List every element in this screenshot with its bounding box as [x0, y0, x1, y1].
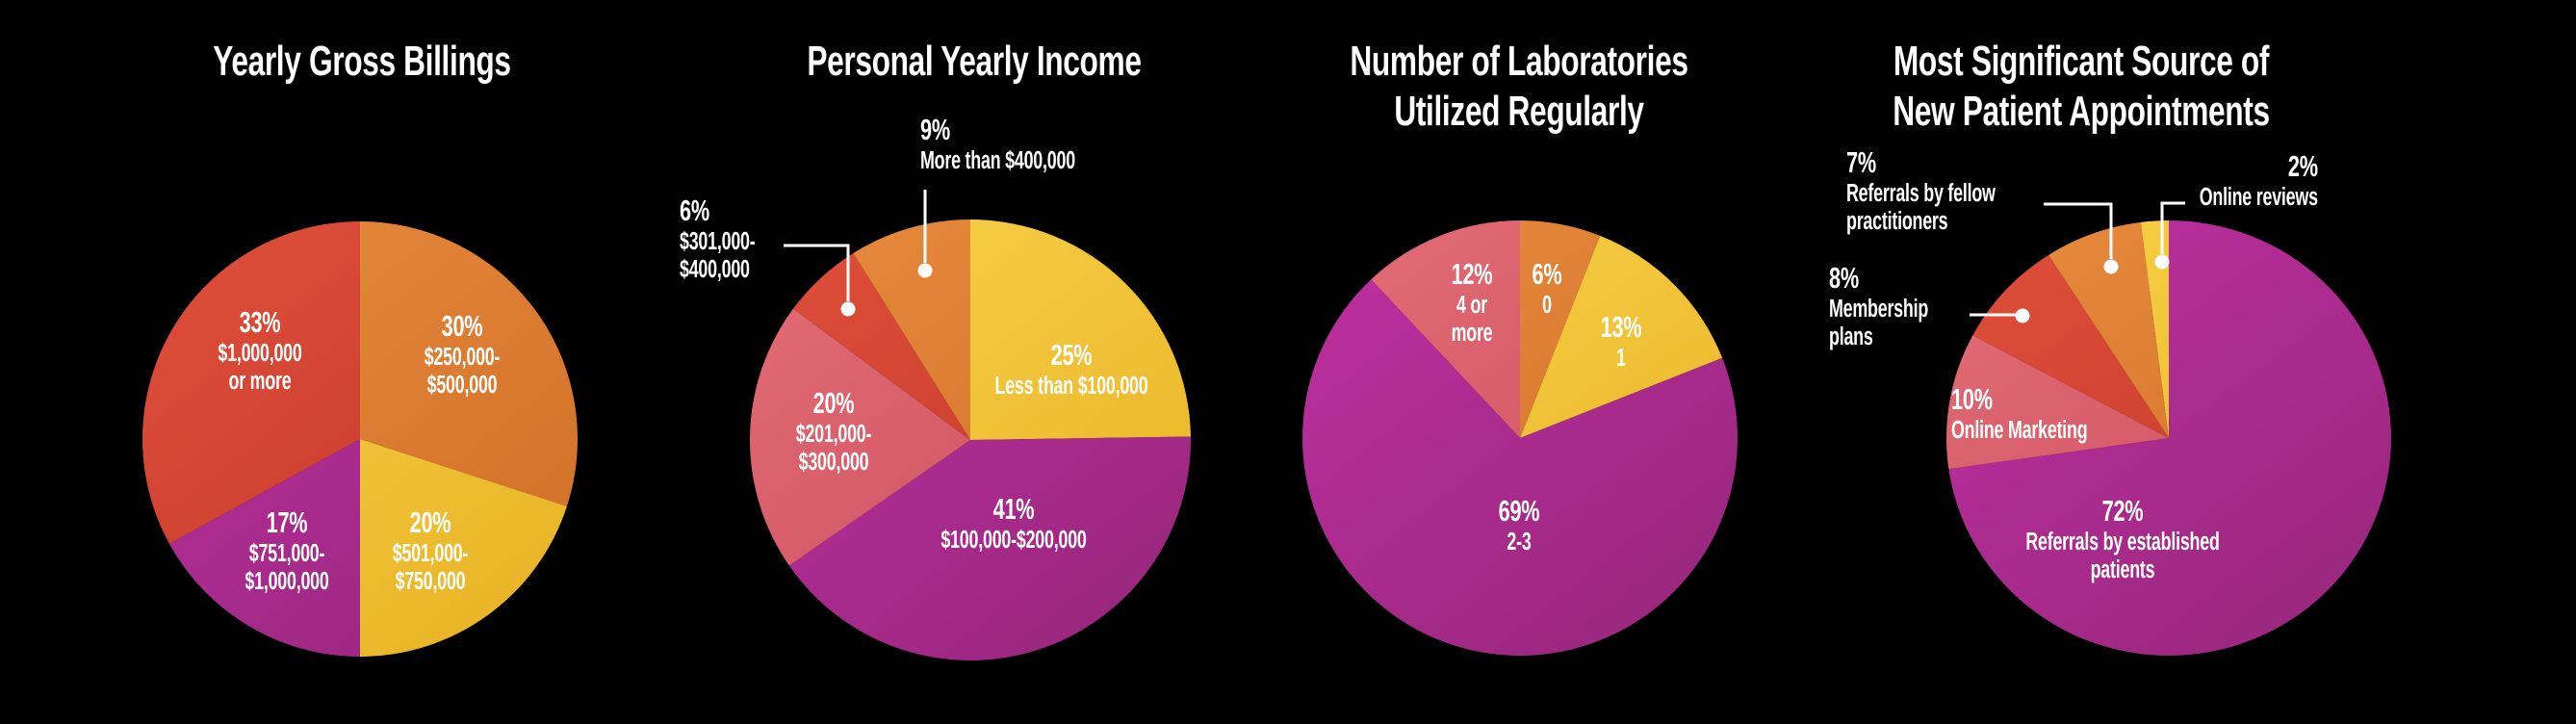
slice-percent: 13%: [1600, 310, 1642, 344]
chart-title-new-patient-sources: Most Significant Source of New Patient A…: [1893, 38, 2270, 135]
slice-label: 2-3: [1507, 529, 1532, 556]
slice-yearly-gross-billings-501-000: [360, 439, 567, 657]
label-new-patient-sources-8%: 8% Membership plans: [1829, 260, 1928, 351]
slice-yearly-gross-billings-1-000-000: [142, 221, 360, 544]
slice-yearly-gross-billings-250-000: [360, 221, 578, 506]
slice-label: Online reviews: [2199, 184, 2318, 211]
slice-percent: 17%: [266, 505, 308, 539]
label-yearly-gross-billings-17%: 17% $751,000- $1,000,000: [166, 504, 408, 596]
slice-percent: 10%: [1951, 382, 1993, 416]
label-new-patient-sources-7%: 7% Referrals by fellow practitioners: [1846, 144, 1996, 236]
slice-label: 0: [1542, 292, 1552, 319]
label-laboratories-utilized-13%: 13% 1: [1500, 309, 1742, 373]
label-personal-yearly-income-25%: 25% Less than $100,000: [950, 337, 1193, 401]
label-new-patient-sources-10%: 10% Online Marketing: [1951, 381, 2088, 445]
slice-personal-yearly-income-201-000: [750, 308, 970, 566]
slice-label: $1,000,000 or more: [218, 340, 302, 395]
slice-percent: 30%: [441, 309, 483, 343]
label-laboratories-utilized-12%: 12% 4 or more: [1351, 256, 1593, 348]
chart-title-personal-yearly-income: Personal Yearly Income: [807, 38, 1142, 85]
slice-label: $100,000-$200,000: [940, 527, 1087, 554]
slice-new-patient-sources-referrals-by-established-patients: [1948, 220, 2391, 656]
label-yearly-gross-billings-33%: 33% $1,000,000 or more: [139, 304, 381, 396]
label-yearly-gross-billings-20%: 20% $501,000- $750,000: [309, 504, 552, 596]
label-personal-yearly-income-6%: 6% $301,000- $400,000: [680, 193, 756, 284]
label-personal-yearly-income-9%: 9% More than $400,000: [920, 112, 1075, 175]
label-laboratories-utilized-69%: 69% 2-3: [1398, 493, 1640, 556]
pie-yearly-gross-billings: [142, 221, 578, 657]
slice-label: Referrals by established patients: [2025, 529, 2220, 583]
label-laboratories-utilized-6%: 6% 0: [1426, 256, 1668, 320]
slice-personal-yearly-income-less-than-100-000: [970, 220, 1191, 440]
slice-percent: 6%: [1532, 257, 1562, 291]
slice-label: $751,000- $1,000,000: [245, 540, 329, 595]
slice-percent: 7%: [1846, 145, 1876, 179]
slice-percent: 41%: [992, 492, 1035, 526]
slice-laboratories-utilized-4-or: [1371, 220, 1520, 438]
slice-percent: 69%: [1498, 494, 1540, 528]
chart-title-laboratories-utilized: Number of Laboratories Utilized Regularl…: [1350, 38, 1688, 135]
slice-laboratories-utilized-2-3: [1302, 279, 1738, 656]
slice-label: $501,000- $750,000: [392, 540, 469, 595]
slice-yearly-gross-billings-751-000: [168, 439, 360, 657]
label-new-patient-sources-2%: 2% Online reviews: [2200, 148, 2318, 212]
slice-label: Membership plans: [1829, 296, 1929, 350]
slice-personal-yearly-income-more-than-400-000: [853, 220, 970, 440]
slice-laboratories-utilized-0: [1520, 220, 1601, 438]
slice-percent: 9%: [920, 113, 950, 146]
slice-new-patient-sources-referrals-by-fellow: [2048, 221, 2169, 438]
label-yearly-gross-billings-30%: 30% $250,000- $500,000: [341, 308, 583, 400]
slice-laboratories-utilized-1: [1520, 235, 1723, 438]
slice-percent: 25%: [1050, 338, 1093, 372]
slice-new-patient-sources-online-reviews: [2140, 220, 2169, 438]
slice-label: 4 or more: [1451, 292, 1493, 347]
slice-percent: 20%: [409, 505, 451, 539]
slice-percent: 6%: [680, 194, 709, 227]
slice-label: More than $400,000: [920, 147, 1075, 174]
slice-label: $301,000- $400,000: [680, 228, 756, 283]
slice-label: Online Marketing: [1951, 417, 2088, 444]
slice-percent: 20%: [812, 386, 855, 420]
pie-new-patient-sources: [1946, 220, 2391, 656]
slice-percent: 12%: [1451, 257, 1493, 291]
slice-percent: 8%: [1829, 261, 1859, 295]
slice-label: $250,000- $500,000: [424, 344, 501, 399]
chart-title-yearly-gross-billings: Yearly Gross Billings: [213, 38, 511, 85]
label-personal-yearly-income-20%: 20% $201,000- $300,000: [712, 385, 955, 477]
slice-label: 1: [1616, 345, 1626, 372]
slice-label: Less than $100,000: [994, 373, 1148, 400]
slice-new-patient-sources-membership: [1972, 254, 2169, 438]
label-personal-yearly-income-41%: 41% $100,000-$200,000: [892, 491, 1135, 555]
slice-personal-yearly-income-100-000-200-000: [788, 436, 1191, 660]
slice-percent: 2%: [2288, 149, 2318, 183]
label-new-patient-sources-72%: 72% Referrals by established patients: [2001, 493, 2244, 584]
pie-laboratories-utilized: [1302, 220, 1738, 656]
slice-percent: 72%: [2101, 494, 2144, 528]
slice-label: $201,000- $300,000: [795, 421, 872, 476]
slice-label: Referrals by fellow practitioners: [1846, 180, 1996, 235]
slice-new-patient-sources-online-marketing: [1946, 335, 2169, 470]
slice-percent: 33%: [239, 305, 281, 339]
